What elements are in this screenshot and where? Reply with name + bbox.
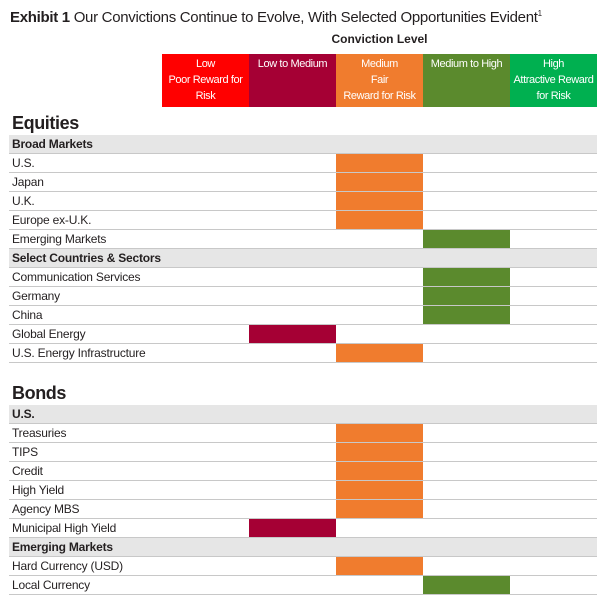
conviction-bar-medium	[336, 154, 423, 172]
row-label: Communication Services	[12, 270, 141, 284]
row-label: Credit	[12, 464, 43, 478]
conviction-bar-medium	[336, 211, 423, 229]
row-label: Local Currency	[12, 578, 90, 592]
conviction-bar-medium-to-high	[423, 287, 510, 305]
level-header-medium-to-high: Medium to High	[423, 54, 510, 107]
row-label: Emerging Markets	[12, 232, 107, 246]
level-header-high: High Attractive Reward for Risk	[510, 54, 597, 107]
conviction-bar-low-to-medium	[249, 519, 336, 537]
conviction-bar-medium	[336, 557, 423, 575]
subsection-heading: Broad Markets	[9, 135, 597, 154]
conviction-bar-medium	[336, 344, 423, 362]
conviction-bar-medium	[336, 424, 423, 442]
table-row: Treasuries	[9, 424, 597, 443]
table-row: Global Energy	[9, 325, 597, 344]
conviction-table: Equities Broad Markets U.S. Japan U.K. Europe…	[9, 110, 597, 595]
table-row: Local Currency	[9, 576, 597, 595]
row-label: Agency MBS	[12, 502, 80, 516]
table-row: Germany	[9, 287, 597, 306]
table-row: U.S. Energy Infrastructure	[9, 344, 597, 363]
level-header-low: Low Poor Reward for Risk	[162, 54, 249, 107]
subheader-label: Emerging Markets	[12, 540, 113, 554]
section-label: Bonds	[12, 383, 66, 403]
row-label: Municipal High Yield	[12, 521, 117, 535]
subsection-heading: Select Countries & Sectors	[9, 249, 597, 268]
section-label: Equities	[12, 113, 79, 133]
row-label: Hard Currency (USD)	[12, 559, 123, 573]
table-row: Japan	[9, 173, 597, 192]
row-label: U.K.	[12, 194, 35, 208]
row-label: Global Energy	[12, 327, 86, 341]
conviction-bar-medium	[336, 192, 423, 210]
section-heading: Bonds	[9, 380, 597, 405]
conviction-bar-medium	[336, 443, 423, 461]
conviction-bar-medium	[336, 462, 423, 480]
table-row: Hard Currency (USD)	[9, 557, 597, 576]
level-header-medium: Medium Fair Reward for Risk	[336, 54, 423, 107]
row-label: Japan	[12, 175, 44, 189]
conviction-bar-low-to-medium	[249, 325, 336, 343]
row-label: TIPS	[12, 445, 38, 459]
subheader-label: Broad Markets	[12, 137, 93, 151]
conviction-level-scale: Low Poor Reward for Risk Low to Medium Med…	[162, 54, 597, 107]
conviction-level-header: Conviction Level	[331, 32, 428, 46]
subheader-label: Select Countries & Sectors	[12, 251, 161, 265]
row-label: U.S.	[12, 156, 35, 170]
conviction-bar-medium-to-high	[423, 230, 510, 248]
table-row: Emerging Markets	[9, 230, 597, 249]
table-row: Europe ex-U.K.	[9, 211, 597, 230]
exhibit-title-text: Our Convictions Continue to Evolve, With…	[73, 9, 538, 26]
conviction-bar-medium-to-high	[423, 576, 510, 594]
conviction-bar-medium	[336, 481, 423, 499]
conviction-bar-medium	[336, 173, 423, 191]
row-label: U.S. Energy Infrastructure	[12, 346, 146, 360]
conviction-bar-medium-to-high	[423, 306, 510, 324]
row-label: Europe ex-U.K.	[12, 213, 92, 227]
subsection-heading: U.S.	[9, 405, 597, 424]
section-heading: Equities	[9, 110, 597, 135]
level-header-low-to-medium: Low to Medium	[249, 54, 336, 107]
table-row: China	[9, 306, 597, 325]
table-row: Municipal High Yield	[9, 519, 597, 538]
table-row: U.K.	[9, 192, 597, 211]
conviction-bar-medium	[336, 500, 423, 518]
row-label: Germany	[12, 289, 60, 303]
section-spacer	[9, 363, 597, 380]
subheader-label: U.S.	[12, 407, 35, 421]
row-label: Treasuries	[12, 426, 67, 440]
table-row: TIPS	[9, 443, 597, 462]
row-label: China	[12, 308, 43, 322]
exhibit-title: Exhibit 1 Our Convictions Continue to Ev…	[10, 4, 605, 28]
table-row: Credit	[9, 462, 597, 481]
table-row: U.S.	[9, 154, 597, 173]
table-row: Agency MBS	[9, 500, 597, 519]
table-row: Communication Services	[9, 268, 597, 287]
footnote-marker: 1	[537, 9, 542, 18]
conviction-bar-medium-to-high	[423, 268, 510, 286]
subsection-heading: Emerging Markets	[9, 538, 597, 557]
table-row: High Yield	[9, 481, 597, 500]
exhibit-label: Exhibit 1	[10, 9, 70, 26]
row-label: High Yield	[12, 483, 65, 497]
